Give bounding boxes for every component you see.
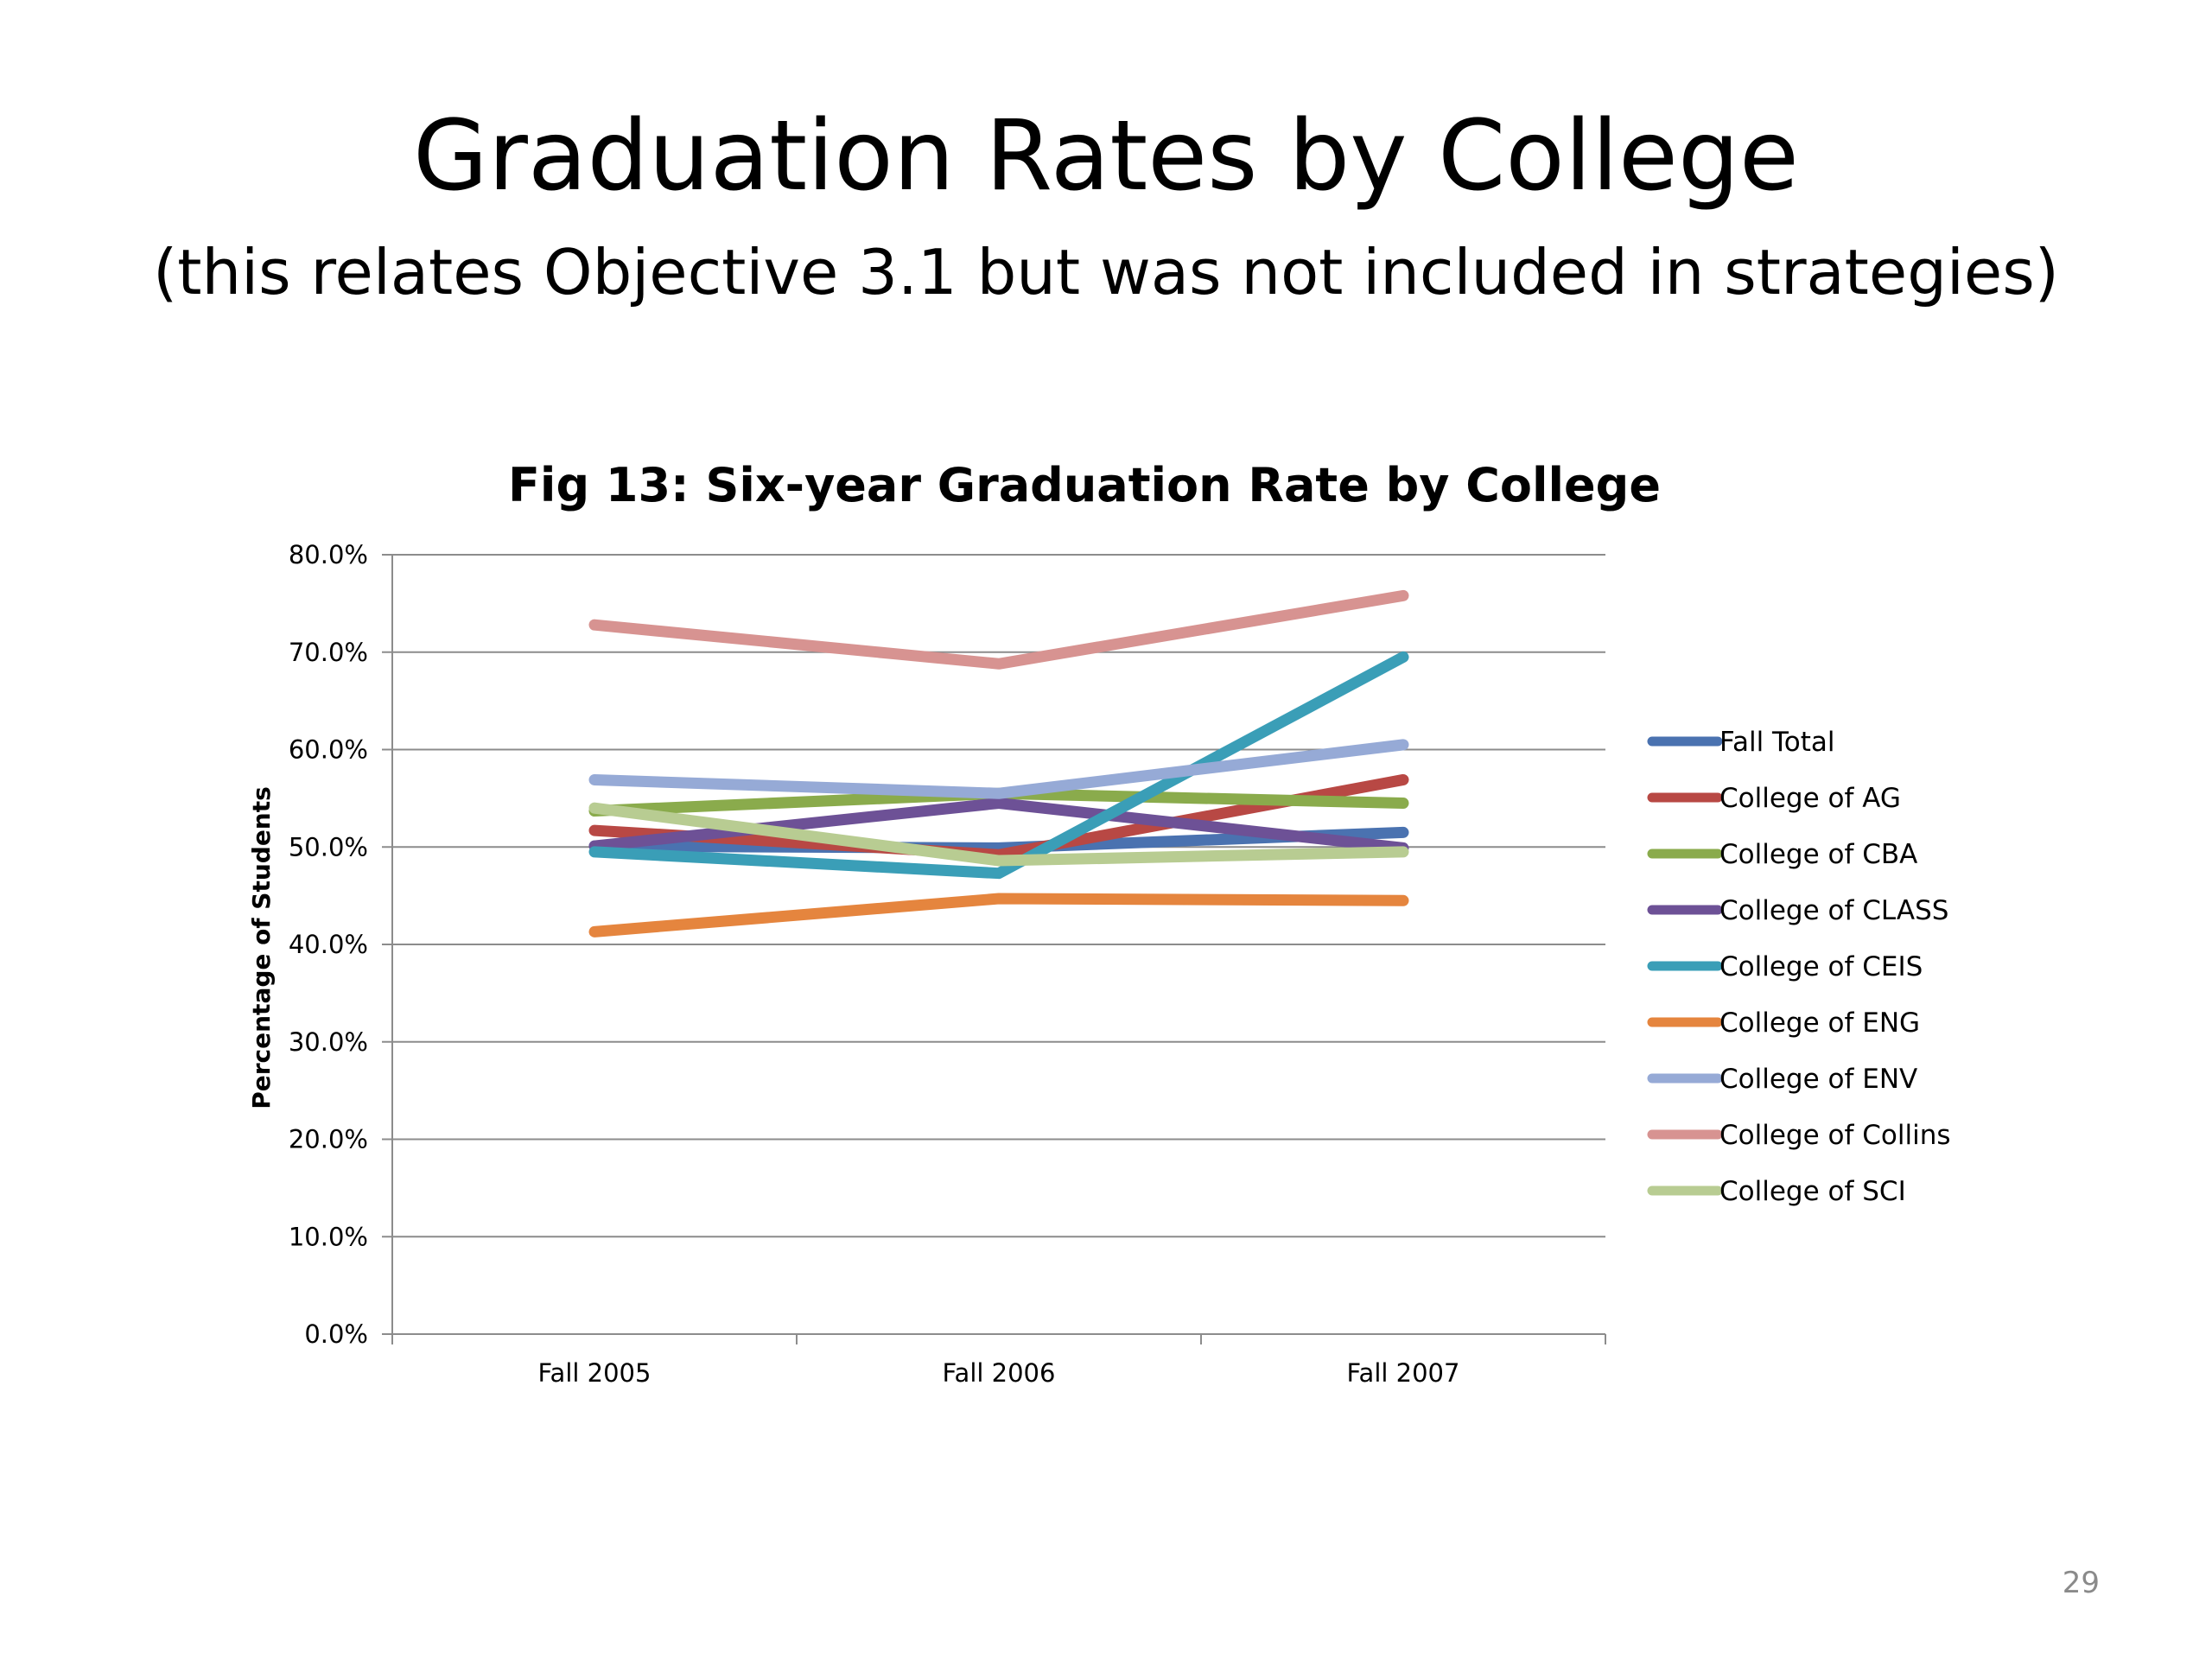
legend-label: Fall Total: [1719, 727, 1834, 758]
legend-label: College of AG: [1719, 783, 1901, 814]
y-tick-label: 0.0%: [304, 1319, 368, 1349]
legend-label: College of CLASS: [1719, 895, 1948, 926]
y-tick-label: 50.0%: [289, 832, 368, 861]
series-lines: [588, 589, 1409, 938]
gridlines: [382, 554, 1605, 1335]
y-tick-label: 70.0%: [289, 638, 368, 667]
series-line-college-of-collins: [588, 589, 1409, 670]
legend-label: College of ENG: [1719, 1007, 1920, 1039]
y-tick-label: 40.0%: [289, 930, 368, 959]
axes: [391, 555, 1606, 1344]
y-tick-label: 10.0%: [289, 1222, 368, 1251]
x-tick-label: Fall 2007: [1347, 1358, 1460, 1388]
slide-subtitle: (this relates Objective 3.1 but was not …: [153, 236, 2059, 308]
series-line-college-of-sci: [588, 802, 1409, 867]
slide-number: 29: [2062, 1566, 2100, 1600]
y-tick-label: 60.0%: [289, 735, 368, 765]
y-tick-labels: 0.0% 10.0% 20.0% 30.0% 40.0% 50.0% 60.0% 70.0% 8…: [289, 540, 368, 1349]
chart-title: Fig 13: Six-year Graduation Rate by Coll…: [508, 458, 1661, 512]
legend-label: College of CBA: [1719, 839, 1917, 870]
series-line-college-of-class: [588, 798, 1409, 854]
x-tick-labels: Fall 2005 Fall 2006 Fall 2007: [538, 1358, 1460, 1388]
y-tick-label: 30.0%: [289, 1027, 368, 1057]
y-tick-label: 20.0%: [289, 1125, 368, 1154]
legend-label: College of Collins: [1719, 1120, 1951, 1151]
legend-label: College of ENV: [1719, 1064, 1917, 1095]
legend: Fall Total College of AG College of CBA Col…: [1647, 727, 1951, 1207]
legend-label: College of CEIS: [1719, 951, 1923, 982]
x-tick-label: Fall 2005: [538, 1358, 652, 1388]
y-axis-label: Percentage of Students: [247, 786, 276, 1109]
y-tick-label: 80.0%: [289, 540, 368, 569]
slide-title: Graduation Rates by College: [413, 100, 1799, 213]
series-line-college-of-ceis: [588, 651, 1409, 880]
series-line-college-of-eng: [588, 893, 1409, 938]
legend-label: College of SCI: [1719, 1176, 1906, 1207]
x-tick-label: Fall 2006: [943, 1358, 1056, 1388]
series-line-college-of-env: [588, 739, 1409, 799]
